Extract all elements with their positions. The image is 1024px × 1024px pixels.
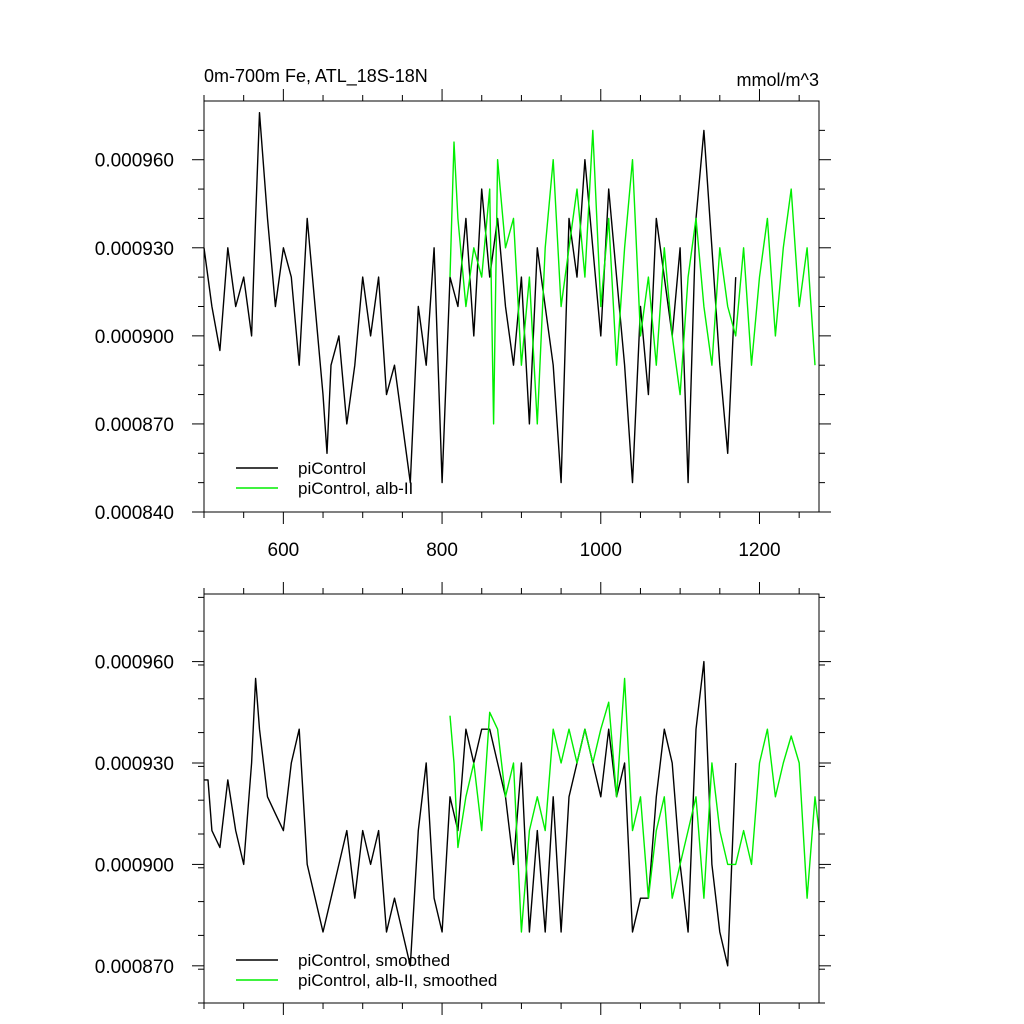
top-panel: 0m-700m Fe, ATL_18S-18N mmol/m^3 600 800 1… xyxy=(95,66,831,561)
y-tick-label: 0.000930 xyxy=(95,239,174,260)
chart-title: 0m-700m Fe, ATL_18S-18N xyxy=(204,66,428,87)
y-tick-label: 0.000840 xyxy=(95,503,174,524)
x-tick-label: 1200 xyxy=(738,540,780,561)
plot-frame xyxy=(203,593,820,1004)
y-tick-label: 0.000870 xyxy=(95,957,174,978)
series-line-1 xyxy=(203,111,737,484)
series-line-1 xyxy=(204,660,737,967)
y-tick-label: 0.000960 xyxy=(95,653,174,674)
y-tick-label: 0.000870 xyxy=(95,415,174,436)
y-tick-label: 0.000930 xyxy=(95,754,174,775)
units-label: mmol/m^3 xyxy=(737,70,819,90)
bottom-panel: 0.000870 0.000900 0.000930 0.000960 piContro… xyxy=(95,582,831,1015)
x-tick-label: 800 xyxy=(426,540,458,561)
y-tick-label: 0.000900 xyxy=(95,855,174,876)
legend-label: piControl, alb-II xyxy=(298,479,413,498)
x-tick-label: 600 xyxy=(268,540,300,561)
series-line-2 xyxy=(449,677,820,933)
x-tick-label: 1000 xyxy=(580,540,622,561)
y-tick-label: 0.000960 xyxy=(95,151,174,172)
y-tick-label: 0.000900 xyxy=(95,327,174,348)
series-line-2 xyxy=(449,129,816,425)
legend-label: piControl, alb-II, smoothed xyxy=(298,971,497,990)
legend-label: piControl xyxy=(298,459,366,478)
legend-label: piControl, smoothed xyxy=(298,951,450,970)
